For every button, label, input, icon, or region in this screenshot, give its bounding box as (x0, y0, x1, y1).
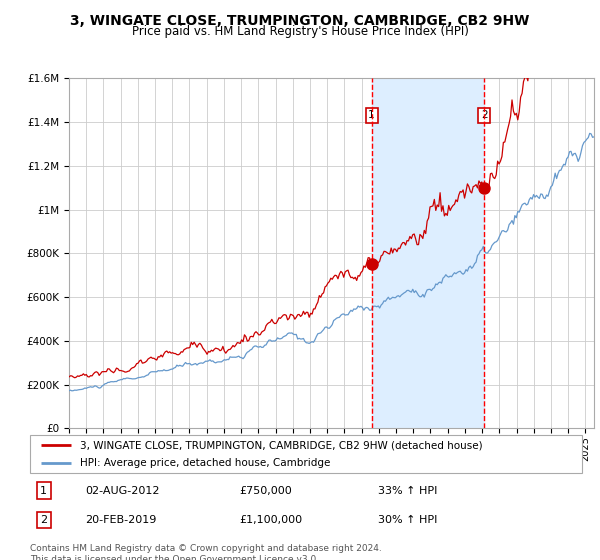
Text: 1: 1 (40, 486, 47, 496)
Text: 33% ↑ HPI: 33% ↑ HPI (378, 486, 437, 496)
Text: 3, WINGATE CLOSE, TRUMPINGTON, CAMBRIDGE, CB2 9HW (detached house): 3, WINGATE CLOSE, TRUMPINGTON, CAMBRIDGE… (80, 440, 482, 450)
Bar (371, 78, 484, 428)
Text: 1: 1 (368, 110, 375, 120)
Text: Contains HM Land Registry data © Crown copyright and database right 2024.
This d: Contains HM Land Registry data © Crown c… (30, 544, 382, 560)
Text: 20-FEB-2019: 20-FEB-2019 (85, 515, 157, 525)
Text: 02-AUG-2012: 02-AUG-2012 (85, 486, 160, 496)
Text: HPI: Average price, detached house, Cambridge: HPI: Average price, detached house, Camb… (80, 458, 330, 468)
Text: 3, WINGATE CLOSE, TRUMPINGTON, CAMBRIDGE, CB2 9HW: 3, WINGATE CLOSE, TRUMPINGTON, CAMBRIDGE… (70, 14, 530, 28)
Text: 30% ↑ HPI: 30% ↑ HPI (378, 515, 437, 525)
Text: 2: 2 (481, 110, 487, 120)
FancyBboxPatch shape (30, 435, 582, 473)
Text: Price paid vs. HM Land Registry's House Price Index (HPI): Price paid vs. HM Land Registry's House … (131, 25, 469, 38)
Text: £1,100,000: £1,100,000 (240, 515, 303, 525)
Text: 2: 2 (40, 515, 47, 525)
Text: £750,000: £750,000 (240, 486, 293, 496)
